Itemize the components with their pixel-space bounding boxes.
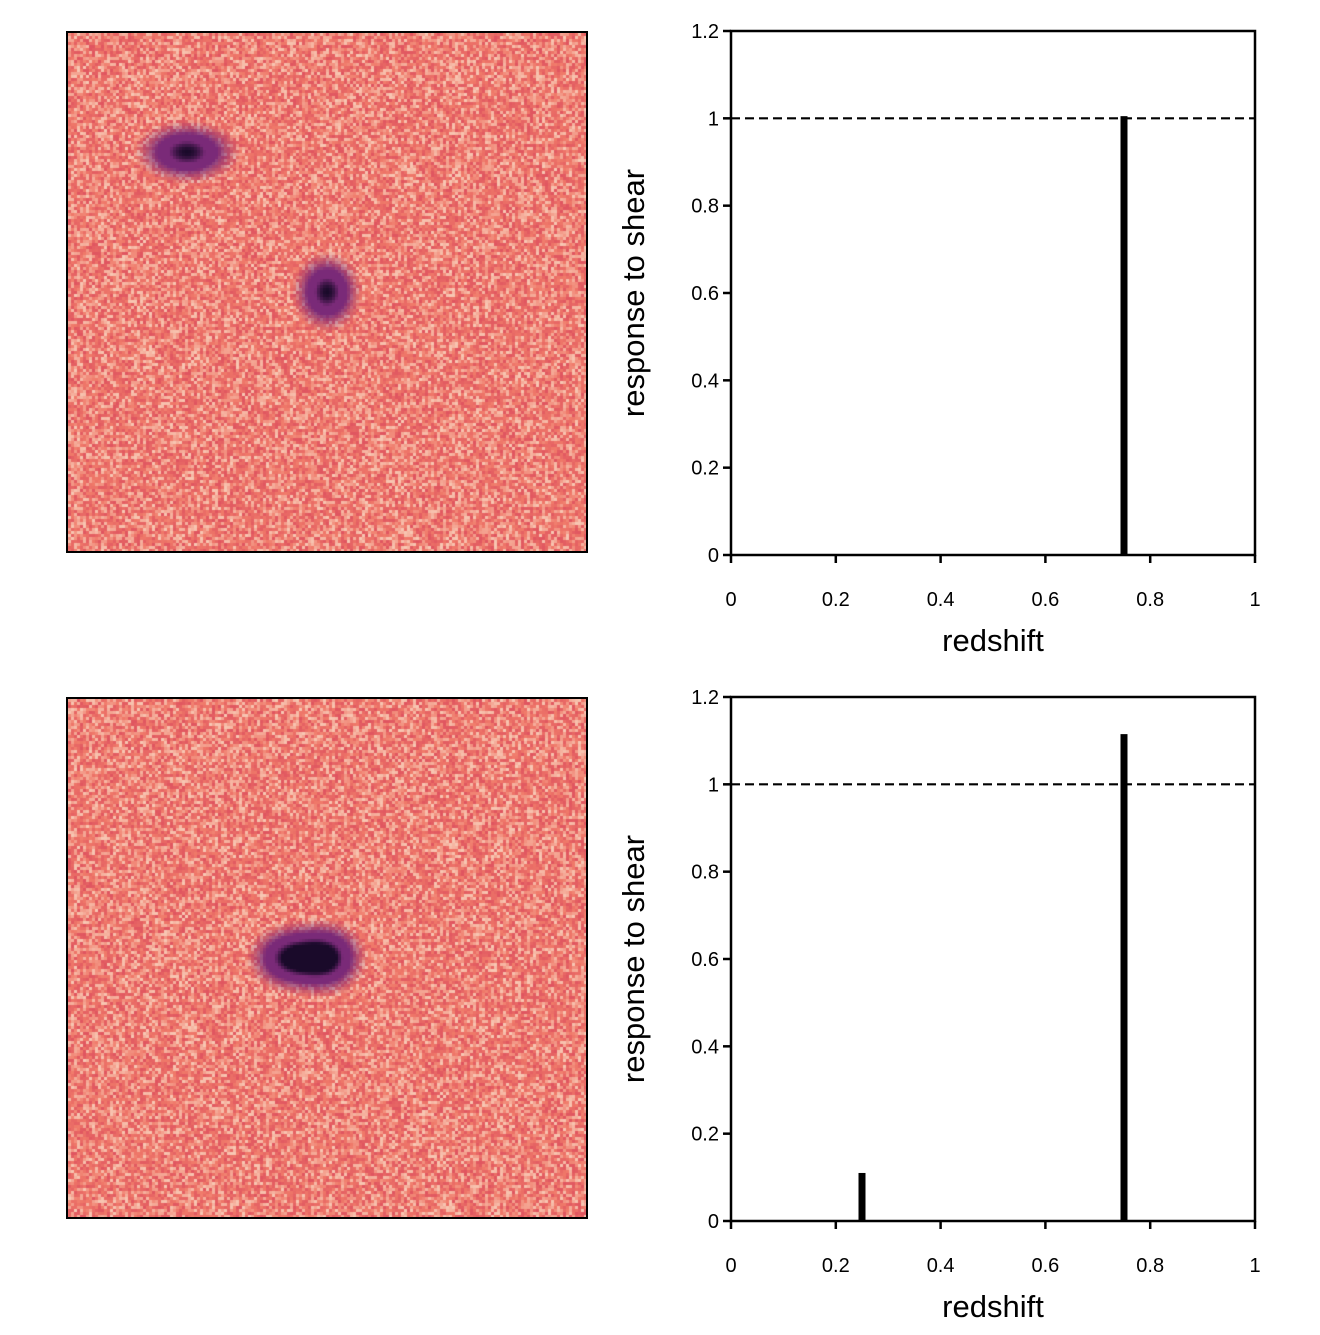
chart-bottom-ylabel: response to shear	[616, 835, 651, 1083]
chart-top-xtick-label: 1	[1249, 589, 1260, 611]
galaxy-image-top	[66, 31, 588, 553]
chart-top-xtick-label: 0.2	[822, 589, 850, 611]
chart-top-ytick-label: 1	[708, 108, 719, 130]
chart-bottom-ytick-label: 0.4	[691, 1036, 719, 1058]
chart-top-ytick-label: 0.2	[691, 458, 719, 480]
chart-top-ytick-label: 0.6	[691, 283, 719, 305]
shear-response-chart-bottom: 0 0.2 0.4 0.6 0.8 1 1.2 0 0.2 0.4 0.6 0.8 1 redshift r…	[616, 687, 1261, 1324]
chart-bottom-ytick-label: 1.2	[691, 687, 719, 709]
chart-bottom-ytick-label: 1	[708, 774, 719, 796]
chart-bottom-xlabel: redshift	[942, 1289, 1044, 1324]
chart-top-xtick-label: 0.6	[1031, 589, 1059, 611]
chart-top-plot-frame	[729, 29, 1257, 557]
galaxy-image-bottom	[66, 697, 588, 1219]
chart-bottom-xtick-label: 0.4	[927, 1255, 955, 1277]
chart-bottom-ytick-label: 0.2	[691, 1124, 719, 1146]
chart-top-xtick-label: 0.8	[1136, 589, 1164, 611]
chart-top-xlabel: redshift	[942, 623, 1044, 658]
chart-top-ylabel: response to shear	[616, 169, 651, 417]
chart-top-ytick-label: 1.2	[691, 21, 719, 43]
chart-bottom-ytick-label: 0.6	[691, 949, 719, 971]
chart-bottom-ytick-label: 0	[708, 1211, 719, 1233]
chart-bottom-ytick-label: 0.8	[691, 862, 719, 884]
chart-top-ytick-label: 0	[708, 545, 719, 567]
chart-bottom-xtick-label: 1	[1249, 1255, 1260, 1277]
galaxy-image-canvas-top	[68, 33, 586, 551]
chart-bottom-xtick-label: 0.2	[822, 1255, 850, 1277]
chart-top-xtick-label: 0	[725, 589, 736, 611]
chart-bottom-bar-1	[1120, 734, 1128, 1221]
chart-bottom-xtick-label: 0.6	[1031, 1255, 1059, 1277]
galaxy-image-canvas-bottom	[68, 699, 586, 1217]
shear-response-chart-top: 0 0.2 0.4 0.6 0.8 1 1.2 0 0.2 0.4 0.6 0.8 1 redshift r…	[616, 21, 1261, 658]
chart-bottom-xtick-label: 0.8	[1136, 1255, 1164, 1277]
chart-top-ytick-label: 0.8	[691, 196, 719, 218]
chart-top-ytick-label: 0.4	[691, 370, 719, 392]
chart-bottom-plot-frame	[729, 695, 1257, 1223]
chart-top-bar-0	[1120, 116, 1128, 556]
chart-bottom-xtick-label: 0	[725, 1255, 736, 1277]
chart-bottom-bar-0	[858, 1172, 866, 1221]
chart-top-xtick-label: 0.4	[927, 589, 955, 611]
